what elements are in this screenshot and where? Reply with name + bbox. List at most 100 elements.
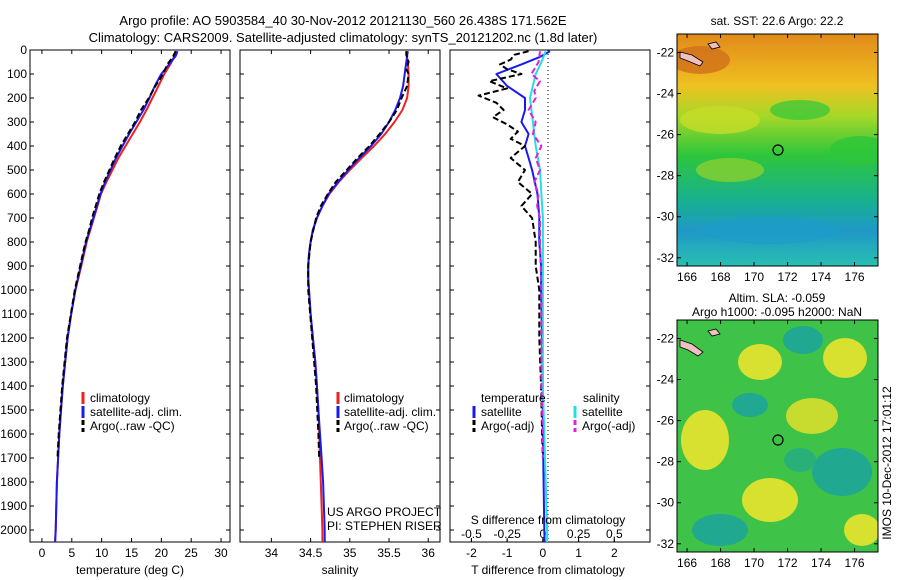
- x-tick-label: 34: [265, 546, 279, 560]
- depth-tick-label: 700: [7, 211, 27, 225]
- depth-tick-label: 1500: [0, 403, 27, 417]
- series-line-argo-raw-qc-: [307, 51, 410, 459]
- lon-tick-label: 176: [845, 270, 865, 284]
- legend-label-satellite: satellite-adj. clim.: [90, 405, 182, 419]
- series-line-temperature-argo-adj-: [477, 50, 544, 459]
- x-tick-label: 25: [185, 546, 199, 560]
- lat-tick-label: -28: [657, 169, 675, 183]
- legend-label-climatology: climatology: [90, 391, 150, 405]
- sla-map-frame: [676, 319, 879, 553]
- lon-tick-label: 166: [677, 270, 697, 284]
- depth-tick-label: 1400: [0, 379, 27, 393]
- x-tick-label: 34.5: [299, 546, 323, 560]
- lon-tick-label: 166: [677, 556, 697, 570]
- legend-label-sal-argo: Argo(-adj): [582, 419, 635, 433]
- difference-legend: temperature satellite Argo(-adj) salinit…: [472, 391, 635, 433]
- x-tick-label: 35.5: [377, 546, 401, 560]
- x-tick-label: 36: [422, 546, 436, 560]
- sla-map-panel: Altim. SLA: -0.059 Argo h1000: -0.095 h2…: [657, 291, 879, 570]
- t-diff-tick-label: -1: [502, 546, 513, 560]
- lon-tick-label: 174: [811, 556, 831, 570]
- depth-tick-label: 1000: [0, 283, 27, 297]
- depth-tick-label: 900: [7, 259, 27, 273]
- lat-tick-label: -22: [657, 331, 675, 345]
- lat-tick-label: -30: [657, 210, 675, 224]
- depth-tick-label: 200: [7, 91, 27, 105]
- depth-tick-label: 800: [7, 235, 27, 249]
- depth-tick-label: 1200: [0, 331, 27, 345]
- depth-tick-label: 0: [20, 43, 27, 57]
- sst-map-title: sat. SST: 22.6 Argo: 22.2: [711, 14, 844, 28]
- side-timestamp: IMOS 10-Dec-2012 17:01:12: [880, 386, 894, 540]
- series-line-argo-raw-qc-: [56, 50, 177, 459]
- legend-label-satellite: satellite-adj. clim.: [344, 405, 436, 419]
- sst-map-frame: [676, 33, 879, 267]
- depth-tick-label: 300: [7, 115, 27, 129]
- coastline-shape: [679, 51, 704, 67]
- x-tick-label: 35: [343, 546, 357, 560]
- s-diff-tick-label: 0.25: [567, 527, 591, 541]
- sst-map-panel: sat. SST: 22.6 Argo: 22.2 166 168 170 172 17…: [657, 14, 879, 284]
- legend-label-argo: Argo(..raw -QC): [344, 419, 429, 433]
- salinity-axes-frame: [239, 49, 441, 543]
- t-difference-label: T difference from climatology: [471, 563, 625, 577]
- depth-tick-label: 1300: [0, 355, 27, 369]
- lon-tick-label: 176: [845, 556, 865, 570]
- t-diff-tick-label: 1: [575, 546, 582, 560]
- figure-title-line1: Argo profile: AO 5903584_40 30-Nov-2012 …: [119, 13, 567, 28]
- x-tick-label: 20: [155, 546, 169, 560]
- lon-tick-label: 168: [711, 270, 731, 284]
- lon-tick-label: 174: [811, 270, 831, 284]
- s-diff-tick-label: -0.5: [461, 527, 482, 541]
- depth-tick-label: 1700: [0, 451, 27, 465]
- lat-tick-label: -24: [657, 373, 675, 387]
- legend-label-argo: Argo(..raw -QC): [90, 419, 175, 433]
- figure-title-line2: Climatology: CARS2009. Satellite-adjuste…: [89, 30, 598, 45]
- depth-tick-label: 100: [7, 67, 27, 81]
- salinity-xlabel: salinity: [322, 563, 359, 577]
- temperature-legend: climatology satellite-adj. clim. Argo(..…: [81, 391, 182, 433]
- lon-tick-label: 170: [744, 270, 764, 284]
- depth-tick-label: 1100: [1, 307, 27, 321]
- argo-location-marker: [772, 434, 784, 446]
- difference-axes-frame: [449, 49, 651, 543]
- lon-tick-label: 170: [744, 556, 764, 570]
- coastline-shape: [679, 339, 704, 357]
- depth-tick-label: 1600: [0, 427, 27, 441]
- s-diff-tick-label: 0: [540, 527, 547, 541]
- x-tick-label: 0: [39, 546, 46, 560]
- t-diff-tick-label: 2: [611, 546, 618, 560]
- depth-tick-label: 1800: [0, 475, 27, 489]
- salinity-legend: climatology satellite-adj. clim. Argo(..…: [336, 391, 436, 433]
- salinity-panel: 34 34.5 35 35.5 36 salinity climatology sate…: [239, 49, 442, 577]
- lat-tick-label: -32: [657, 251, 675, 265]
- lat-tick-label: -30: [657, 496, 675, 510]
- lon-tick-label: 172: [778, 556, 798, 570]
- credit-pi: PI: STEPHEN RISER: [327, 519, 442, 533]
- temperature-panel: 0100200300400500600700800900100011001200…: [0, 43, 231, 577]
- series-line-salinity-argo-adj-: [527, 51, 544, 458]
- lat-tick-label: -26: [657, 128, 675, 142]
- credit-project: US ARGO PROJECT: [327, 505, 442, 519]
- temperature-axes-frame: [29, 49, 231, 543]
- s-diff-tick-label: -0.25: [493, 527, 521, 541]
- sla-map-title-line1: Altim. SLA: -0.059: [729, 291, 826, 305]
- legend-title-salinity: salinity: [583, 391, 620, 405]
- lon-tick-label: 168: [711, 556, 731, 570]
- depth-tick-label: 2000: [0, 523, 27, 537]
- depth-tick-label: 400: [7, 139, 27, 153]
- sla-map-title-line2: Argo h1000: -0.095 h2000: NaN: [692, 305, 862, 319]
- argo-location-marker: [772, 144, 784, 156]
- legend-label-temp-argo: Argo(-adj): [481, 419, 534, 433]
- s-diff-tick-label: 0.5: [606, 527, 623, 541]
- legend-label-climatology: climatology: [344, 391, 404, 405]
- x-tick-label: 30: [214, 546, 228, 560]
- legend-label-sal-satellite: satellite: [582, 405, 623, 419]
- t-diff-tick-label: -2: [466, 546, 477, 560]
- lat-tick-label: -22: [657, 45, 675, 59]
- lat-tick-label: -32: [657, 537, 675, 551]
- lat-tick-label: -24: [657, 87, 675, 101]
- series-line-salinity-satellite: [529, 50, 549, 542]
- x-tick-label: 5: [68, 546, 75, 560]
- temperature-xlabel: temperature (deg C): [76, 563, 184, 577]
